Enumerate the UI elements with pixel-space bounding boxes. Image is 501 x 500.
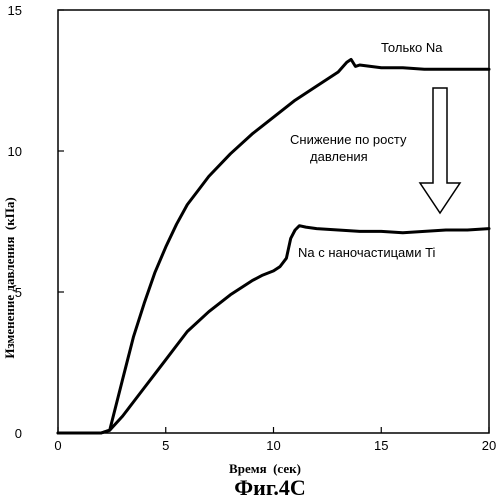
figure-caption: Фиг.4С (234, 475, 305, 500)
x-tick-label: 0 (54, 438, 61, 453)
x-tick-label: 10 (266, 438, 280, 453)
x-axis-title: Время (сек) (229, 461, 301, 476)
annotation-line-2: давления (310, 149, 368, 164)
bottom-series-label: Na с наночастицами Ti (298, 245, 436, 260)
x-tick-label: 15 (374, 438, 388, 453)
x-tick-label: 20 (482, 438, 496, 453)
plot-frame (58, 10, 489, 433)
down-arrow-icon (420, 88, 460, 213)
y-tick-label: 0 (15, 426, 22, 441)
x-tick-label: 5 (162, 438, 169, 453)
y-axis-title: Изменение давления (кПа) (2, 197, 17, 358)
y-tick-label: 15 (8, 3, 22, 18)
x-tick-marks (58, 427, 489, 433)
y-tick-label: 10 (8, 144, 22, 159)
annotation-line-1: Снижение по росту (290, 132, 407, 147)
y-tick-marks (58, 10, 64, 433)
top-series-label: Только Na (381, 40, 443, 55)
